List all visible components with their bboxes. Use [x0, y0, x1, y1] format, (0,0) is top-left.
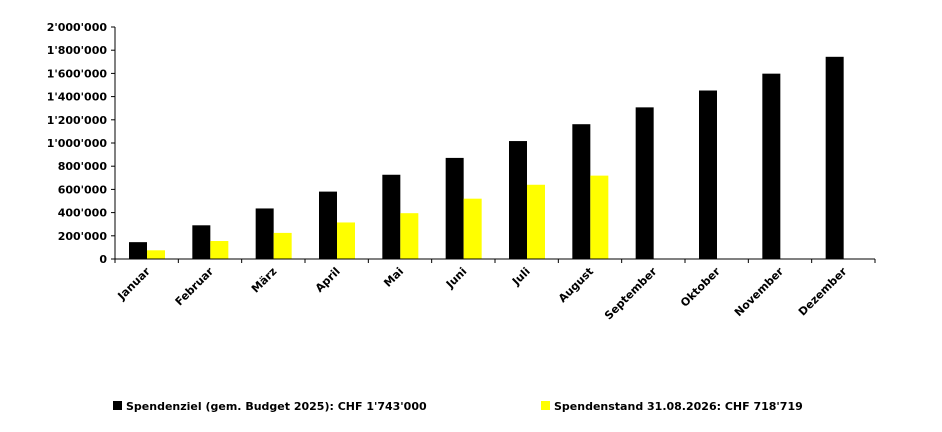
y-tick-label-6: 1'200'000: [47, 114, 108, 127]
x-category-label-5: Juni: [443, 265, 470, 292]
x-category-label-2: März: [249, 265, 280, 296]
y-tick-label-5: 1'000'000: [47, 137, 108, 150]
bar-spendenziel-11: [825, 56, 844, 260]
x-category-label-7: August: [556, 265, 596, 305]
bar-spendenziel-9: [699, 90, 717, 259]
bar-spendenziel-0: [129, 242, 147, 259]
y-tick-label-3: 600'000: [58, 183, 108, 196]
x-category-label-0: Januar: [115, 265, 154, 304]
legend-label-spendenstand: Spendenstand 31.08.2026: CHF 718'719: [554, 400, 803, 413]
legend-swatch-spendenziel: [113, 401, 122, 410]
bar-spendenstand-3: [337, 222, 355, 259]
bar-spendenstand-5: [463, 198, 482, 259]
y-tick-label-7: 1'400'000: [47, 91, 108, 104]
bar-spendenziel-6: [509, 141, 527, 259]
y-tick-label-2: 400'000: [58, 207, 108, 220]
x-category-label-9: Oktober: [678, 265, 723, 310]
x-category-label-10: November: [732, 265, 787, 320]
bar-spendenziel-1: [192, 225, 211, 259]
y-tick-label-8: 1'600'000: [47, 67, 108, 80]
bar-spendenstand-4: [400, 213, 419, 259]
plot-area: 0 200'000 400'000 600'000 800'000 1'000'000 1'…: [47, 21, 876, 323]
bar-spendenstand-0: [147, 250, 165, 259]
legend-label-spendenziel: Spendenziel (gem. Budget 2025): CHF 1'74…: [126, 400, 427, 413]
x-category-label-1: Februar: [173, 265, 217, 309]
x-category-label-8: September: [602, 265, 660, 323]
bar-spendenziel-7: [572, 124, 591, 259]
bar-spendenziel-2: [255, 208, 274, 259]
x-category-label-4: Mai: [381, 265, 406, 290]
bar-spendenziel-8: [635, 107, 654, 259]
legend-swatch-spendenstand: [541, 401, 550, 410]
x-category-label-3: April: [313, 265, 343, 295]
y-tick-label-0: 0: [99, 253, 107, 266]
x-category-label-6: Juli: [509, 265, 533, 289]
bar-spendenziel-10: [762, 73, 781, 259]
bar-spendenstand-2: [273, 232, 292, 259]
bar-spendenstand-1: [210, 241, 229, 259]
bar-spendenstand-6: [527, 184, 545, 259]
bar-spendenziel-3: [319, 191, 337, 259]
bar-spendenziel-4: [382, 174, 401, 259]
bar-spendenstand-7: [590, 175, 609, 259]
y-tick-label-1: 200'000: [58, 230, 108, 243]
y-tick-label-10: 2'000'000: [47, 21, 108, 34]
y-tick-label-9: 1'800'000: [47, 44, 108, 57]
legend: Spendenziel (gem. Budget 2025): CHF 1'74…: [113, 400, 803, 413]
y-tick-label-4: 800'000: [58, 160, 108, 173]
x-category-label-11: Dezember: [796, 265, 850, 319]
bar-spendenziel-5: [445, 157, 464, 259]
